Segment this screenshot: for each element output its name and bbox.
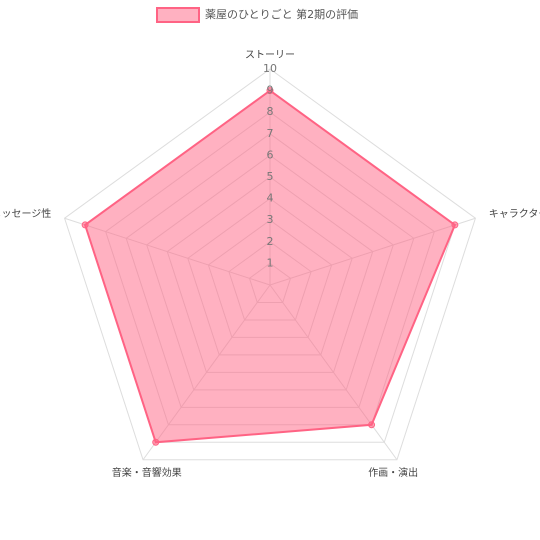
point (451, 221, 459, 229)
r-tick-label: 7 (267, 127, 274, 140)
r-tick-label: 5 (267, 170, 274, 183)
r-tick-label: 9 (267, 84, 274, 97)
category-label: 作画・演出 (368, 466, 418, 479)
category-label: 音楽・音響効果 (112, 466, 182, 479)
r-tick-label: 2 (267, 235, 274, 248)
category-label: メッセージ性 (0, 207, 51, 220)
point (266, 87, 274, 95)
category-label: キャラクター (489, 208, 540, 220)
series-area (83, 89, 457, 444)
legend-swatch (156, 7, 200, 23)
r-tick-label: 8 (267, 105, 274, 118)
point (81, 221, 89, 229)
grid-line (63, 68, 477, 461)
r-tick-label: 3 (267, 213, 274, 226)
legend-label: 薬屋のひとりごと 第2期の評価 (205, 7, 358, 21)
point (152, 438, 160, 446)
point (368, 421, 376, 429)
r-tick-label: 4 (267, 192, 274, 205)
r-tick-label: 1 (267, 256, 274, 269)
r-tick-label: 6 (267, 148, 274, 161)
r-tick-label: 10 (263, 62, 277, 75)
category-label: ストーリー (245, 50, 295, 61)
